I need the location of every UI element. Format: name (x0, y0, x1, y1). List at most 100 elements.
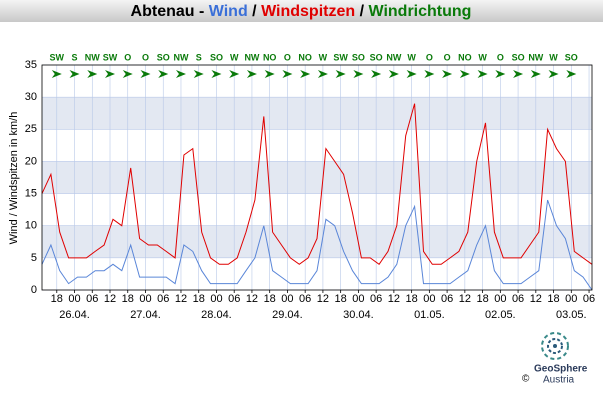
direction-arrow (175, 70, 186, 78)
x-tick-label: 12 (459, 293, 471, 305)
title-part: / (248, 3, 261, 20)
direction-label: S (196, 52, 202, 62)
x-tick-label: 18 (476, 293, 488, 305)
y-tick-label: 0 (31, 284, 37, 296)
title-part: Wind (209, 3, 248, 20)
x-tick-label: 18 (547, 293, 559, 305)
plot-frame (41, 64, 593, 291)
y-tick-label: 30 (25, 91, 37, 103)
direction-label: NW (85, 52, 100, 62)
direction-label: NO (458, 52, 472, 62)
x-tick-label: 12 (317, 293, 329, 305)
direction-arrow (371, 70, 382, 78)
logo-icon (541, 332, 569, 360)
x-tick-label: 06 (157, 293, 169, 305)
direction-arrow (122, 70, 133, 78)
date-label: 27.04. (130, 309, 161, 321)
direction-label: W (478, 52, 487, 62)
direction-label: O (444, 52, 451, 62)
x-tick-label: 06 (370, 293, 382, 305)
y-tick-label: 15 (25, 187, 37, 199)
direction-label: SO (157, 52, 170, 62)
x-tick-label: 12 (175, 293, 187, 305)
y-tick-label: 25 (25, 123, 37, 135)
y-axis-label: Wind / Windspitzen in km/h (8, 112, 20, 245)
direction-label: NW (528, 52, 543, 62)
direction-label: NW (386, 52, 401, 62)
direction-arrow (246, 70, 257, 78)
x-tick-label: 12 (388, 293, 400, 305)
x-tick-label: 18 (264, 293, 276, 305)
direction-arrow (495, 70, 506, 78)
plot-background (42, 64, 592, 291)
direction-arrow (211, 70, 222, 78)
x-tick-label: 18 (335, 293, 347, 305)
direction-arrow (229, 70, 240, 78)
x-tick-label: 12 (104, 293, 116, 305)
direction-label: SO (512, 52, 525, 62)
direction-label: W (407, 52, 416, 62)
title-part: / (355, 3, 368, 20)
date-label: 01.05. (414, 309, 445, 321)
series-line (41, 199, 593, 291)
direction-arrow (87, 70, 98, 78)
grid-band (42, 225, 592, 258)
x-tick-label: 00 (352, 293, 364, 305)
x-tick-label: 00 (565, 293, 577, 305)
x-tick-label: 06 (228, 293, 240, 305)
date-label: 03.05. (556, 309, 587, 321)
direction-label: NO (298, 52, 312, 62)
x-tick-label: 18 (193, 293, 205, 305)
direction-label: SO (370, 52, 383, 62)
x-tick-label: 06 (512, 293, 524, 305)
x-tick-label: 00 (68, 293, 80, 305)
y-tick-label: 5 (31, 252, 37, 264)
x-tick-label: 06 (583, 293, 595, 305)
title-part: Windspitzen (261, 3, 355, 20)
date-label: 29.04. (272, 309, 303, 321)
x-tick-label: 12 (246, 293, 258, 305)
direction-arrow (406, 70, 417, 78)
direction-arrow (105, 70, 116, 78)
x-tick-label: 06 (441, 293, 453, 305)
x-tick-label: 18 (405, 293, 417, 305)
direction-arrow (388, 70, 399, 78)
title-part: Abtenau - (131, 3, 209, 20)
chart-title: Abtenau - Wind / Windspitzen / Windricht… (131, 3, 472, 20)
x-tick-label: 00 (281, 293, 293, 305)
copyright: © (522, 374, 530, 385)
date-label: 02.05. (485, 309, 516, 321)
direction-label: NW (244, 52, 259, 62)
direction-label: SW (103, 52, 118, 62)
direction-label: NO (263, 52, 277, 62)
title-bar (0, 0, 603, 22)
x-tick-label: 18 (122, 293, 134, 305)
direction-arrow (282, 70, 293, 78)
direction-label: NW (173, 52, 188, 62)
direction-label: O (142, 52, 149, 62)
direction-arrow (530, 70, 541, 78)
direction-label: O (426, 52, 433, 62)
date-label: 30.04. (343, 309, 374, 321)
direction-label: W (319, 52, 328, 62)
x-tick-label: 18 (51, 293, 63, 305)
direction-label: O (124, 52, 131, 62)
direction-label: S (72, 52, 78, 62)
x-tick-label: 00 (210, 293, 222, 305)
direction-arrow (140, 70, 151, 78)
direction-label: O (284, 52, 291, 62)
direction-arrow (158, 70, 169, 78)
direction-arrow (459, 70, 470, 78)
direction-arrow (264, 70, 275, 78)
direction-arrow (335, 70, 346, 78)
direction-label: SW (333, 52, 348, 62)
direction-label: SO (352, 52, 365, 62)
direction-arrow (513, 70, 524, 78)
direction-arrow (51, 70, 62, 78)
logo-name: GeoSphere (534, 364, 588, 375)
plot (41, 103, 593, 291)
series-line (41, 103, 593, 266)
direction-arrow (317, 70, 328, 78)
date-label: 26.04. (59, 309, 90, 321)
